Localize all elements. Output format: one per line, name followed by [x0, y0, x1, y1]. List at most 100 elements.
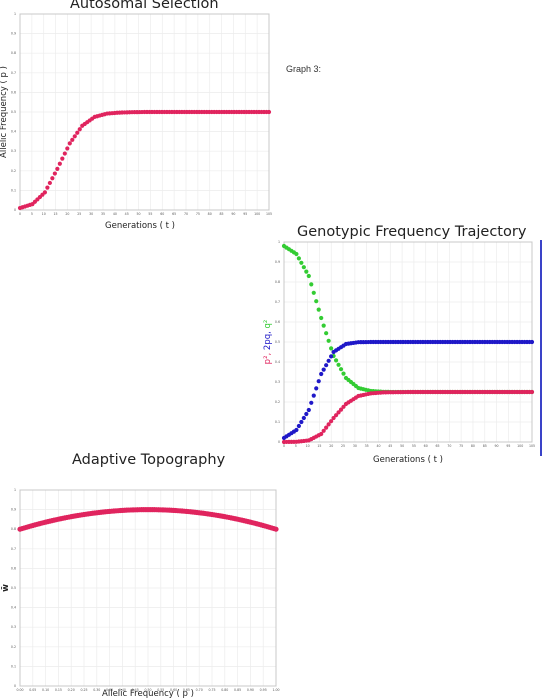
x-tick-label: 0.70	[196, 688, 203, 692]
x-tick-label: 70	[184, 212, 188, 216]
y-tick-label: 0.3	[275, 380, 280, 384]
x-tick-label: 55	[412, 444, 416, 448]
y-tick-label: 0.4	[11, 130, 16, 134]
y-tick-label: 1	[278, 240, 280, 244]
x-tick-label: 0.95	[260, 688, 267, 692]
y-tick-label: 0.5	[275, 340, 280, 344]
x-tick-label: 25	[341, 444, 345, 448]
data-point	[326, 338, 331, 343]
data-point	[326, 422, 331, 427]
x-tick-label: 50	[137, 212, 141, 216]
y-tick-label: 1	[14, 488, 16, 492]
x-tick-label: 45	[388, 444, 392, 448]
x-tick-label: 0.45	[132, 688, 139, 692]
x-tick-label: 45	[125, 212, 129, 216]
x-tick-label: 5	[295, 444, 297, 448]
data-point	[47, 180, 52, 186]
x-tick-label: 0.15	[55, 688, 62, 692]
data-point	[311, 393, 316, 398]
x-tick-label: 65	[435, 444, 439, 448]
y-tick-label: 0.6	[275, 320, 280, 324]
data-point	[57, 161, 62, 166]
autosomal-plot: 0 5 10 15 20 25 30 35 40 45 50 55 60 65 70 75 80 85 90 95 10…	[0, 12, 272, 231]
x-tick-label: 0.85	[234, 688, 241, 692]
separator-line	[540, 240, 542, 456]
y-tick-label: 0.3	[11, 625, 16, 629]
graph3-label: Graph 3:	[286, 64, 322, 74]
data-point	[329, 346, 334, 351]
data-point	[324, 363, 329, 368]
y-axis-label: p², 2pq, q²	[263, 320, 273, 365]
x-axis-label: Generations ( t )	[373, 455, 443, 465]
data-point	[314, 299, 319, 304]
data-point	[319, 315, 324, 321]
data-point	[529, 389, 535, 395]
plot-frame	[19, 489, 277, 687]
data-point	[77, 127, 82, 132]
data-point	[45, 185, 50, 190]
data-point	[336, 362, 341, 367]
x-tick-label: 50	[400, 444, 404, 448]
x-tick-label: 90	[231, 212, 235, 216]
data-point	[338, 407, 344, 412]
x-tick-label: 0.55	[157, 688, 164, 692]
x-tick-label: 60	[424, 444, 428, 448]
data-point	[309, 282, 314, 287]
x-tick-label: 0.00	[16, 688, 23, 692]
y-tick-label: 0	[14, 684, 16, 688]
x-tick-label: 105	[266, 212, 272, 216]
chart-title: Autosomal Selection	[70, 0, 219, 12]
data-point	[319, 431, 324, 437]
data-point	[52, 171, 57, 176]
x-tick-label: 15	[54, 212, 58, 216]
data-point	[321, 428, 326, 433]
data-point	[321, 323, 326, 328]
data-point	[314, 386, 319, 391]
adaptive-plot: 0.00 0.05 0.10 0.15 0.20 0.25 0.30 0.35 0.40 0.45…	[1, 488, 280, 699]
x-tick-label: 0.05	[29, 688, 36, 692]
data-point	[296, 256, 301, 261]
x-tick-label: 85	[220, 212, 224, 216]
y-axis-label-part: p²,	[263, 353, 273, 365]
y-axis-label: w̄	[1, 584, 11, 592]
x-tick-label: 0.35	[106, 688, 113, 692]
data-point	[331, 415, 336, 421]
data-point	[341, 371, 346, 376]
x-tick-label: 10	[42, 212, 46, 216]
data-point	[319, 371, 324, 377]
chart-title: Genotypic Frequency Trajectory	[297, 224, 527, 240]
y-tick-label: 0.7	[275, 300, 280, 304]
x-axis-label: Generations ( t )	[105, 221, 175, 231]
x-tick-label: 70	[447, 444, 451, 448]
x-tick-label: 60	[160, 212, 164, 216]
data-point	[316, 379, 321, 384]
x-tick-label: 0.25	[80, 688, 87, 692]
data-point	[50, 176, 55, 181]
data-point	[336, 410, 341, 415]
y-tick-label: 0.2	[11, 645, 16, 649]
data-point	[333, 413, 339, 418]
data-point	[60, 156, 65, 161]
data-point	[306, 273, 311, 279]
chart-title: Adaptive Topography	[72, 452, 226, 468]
y-axis-label-part: q²	[263, 320, 273, 332]
data-point	[329, 419, 334, 424]
chart-adaptive: Adaptive Topography 0.00 0.05 0.10 0.15 0.20…	[0, 448, 290, 700]
x-tick-label: 25	[77, 212, 81, 216]
data-point	[338, 367, 344, 372]
x-tick-label: 0.40	[119, 688, 126, 692]
x-tick-label: 0	[283, 444, 285, 448]
x-tick-label: 100	[517, 444, 523, 448]
data-point	[75, 130, 80, 135]
x-tick-label: 30	[353, 444, 357, 448]
data-point	[309, 400, 314, 405]
data-point	[304, 411, 309, 417]
x-tick-label: 40	[113, 212, 117, 216]
data-point	[311, 290, 316, 295]
x-tick-label: 20	[65, 212, 69, 216]
x-tick-label: 95	[506, 444, 510, 448]
y-axis-label-part: 2pq,	[263, 331, 273, 353]
data-point	[326, 358, 331, 363]
y-tick-label: 0.7	[11, 71, 16, 75]
y-tick-label: 0.8	[11, 51, 16, 55]
